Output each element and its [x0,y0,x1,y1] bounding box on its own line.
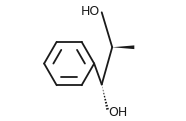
Text: HO: HO [81,5,100,18]
Polygon shape [112,45,134,49]
Text: OH: OH [108,106,127,120]
